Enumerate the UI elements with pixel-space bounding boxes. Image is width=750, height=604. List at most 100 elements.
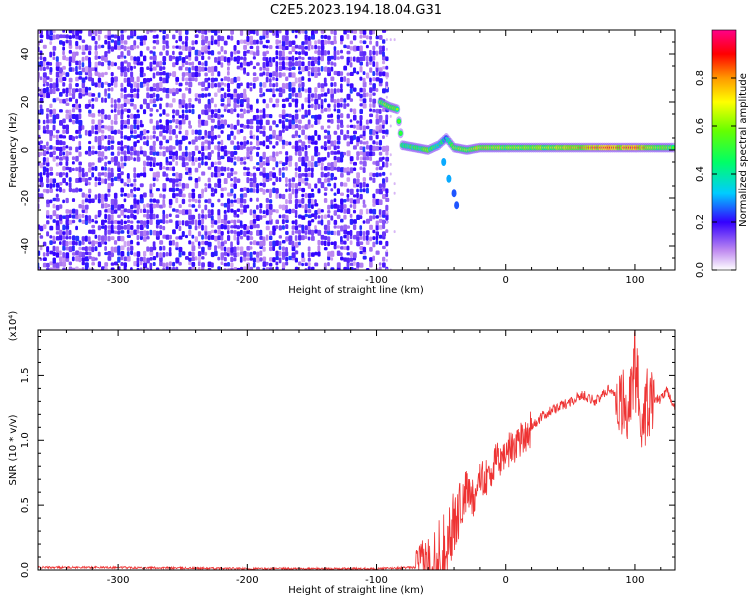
spectrogram-cell: [155, 188, 160, 192]
spectrogram-cell: [194, 97, 198, 102]
spectrogram-cell: [217, 145, 221, 151]
spectrogram-cell: [275, 134, 280, 140]
spectrogram-cell: [220, 235, 224, 241]
spectrogram-cell: [281, 60, 285, 67]
spectrogram-cell: [356, 214, 361, 221]
snr-x-tick-labels: -300 -200 -100 0 100: [107, 575, 645, 586]
spectrogram-cell: [165, 87, 170, 94]
spectrogram-cell: [265, 135, 270, 142]
spectrogram-cell: [46, 129, 50, 134]
spectrogram-cell: [256, 266, 260, 270]
spectrogram-cell: [62, 129, 66, 134]
spectrogram-cell: [359, 50, 364, 57]
spectrogram-cell: [291, 87, 296, 93]
spectrogram-cell: [49, 183, 53, 189]
spectrogram-cell: [220, 35, 225, 42]
spectrogram-cell: [333, 241, 337, 246]
spectrogram-cell: [94, 136, 98, 143]
spectrogram-cell: [454, 201, 460, 210]
spectrogram-cell: [201, 246, 205, 253]
spectrogram-cell: [382, 219, 386, 226]
spectrogram-cell: [194, 208, 198, 212]
spectrogram-cell: [168, 234, 172, 240]
spectrogram-cell: [307, 246, 311, 252]
spectrogram-cell: [65, 87, 69, 94]
spectrogram-cell: [369, 129, 374, 135]
spectrogram-cell: [159, 103, 162, 110]
spectrogram-cell: [288, 178, 292, 183]
spectrogram-cell: [130, 230, 134, 236]
spectrogram-cell: [117, 161, 120, 168]
spectrogram-cell: [301, 235, 305, 241]
spectrogram-cell: [262, 261, 267, 267]
spectrogram-cell: [281, 72, 286, 77]
spectrogram-cell: [107, 208, 112, 213]
spectrogram-cell: [152, 162, 156, 168]
spectrogram-cell: [369, 103, 372, 108]
spectrogram-cell: [259, 208, 262, 214]
spectrogram-cell: [317, 49, 321, 56]
x-tick-label: -300: [107, 275, 130, 286]
spectrogram-cell: [243, 230, 247, 237]
spectrogram-cell: [281, 239, 286, 244]
spectrogram-cell: [175, 257, 180, 264]
spectrogram-cell: [385, 197, 390, 203]
spectrogram-cell: [362, 55, 366, 62]
spectrogram-cell: [268, 209, 273, 216]
spectrogram-cell: [146, 161, 150, 167]
spectrogram-cell: [307, 119, 311, 125]
spectrogram-cell: [130, 71, 134, 78]
spectrogram-cell: [165, 266, 169, 270]
spectrogram-cell: [340, 55, 344, 60]
spectrogram-cell: [204, 67, 208, 72]
spectrogram-cell: [336, 245, 340, 249]
spectrogram-cell: [262, 30, 266, 36]
spectrogram-cell: [259, 125, 263, 130]
spectrogram-cell: [268, 188, 273, 194]
spectrogram-cell: [207, 77, 211, 81]
spectrogram-cell: [340, 204, 344, 210]
spectrogram-cell: [101, 145, 105, 150]
spectrogram-cell: [120, 123, 124, 130]
spectrogram-cell: [352, 194, 357, 198]
spectrogram-cell: [207, 107, 212, 113]
spectrogram-cell: [256, 167, 261, 172]
spectrogram-cell: [168, 88, 173, 94]
spectrogram-cell: [236, 119, 240, 126]
spectrogram-cell: [243, 124, 247, 129]
spectrogram-cell: [162, 109, 166, 115]
spectrogram-cell: [349, 167, 354, 174]
spectrogram-cell: [217, 114, 221, 120]
spectrogram-cell: [265, 45, 269, 49]
spectrogram-cell: [352, 114, 357, 121]
spectrogram-cell: [382, 45, 385, 52]
spectrogram-cell: [71, 108, 76, 113]
spectrogram-cell: [359, 34, 363, 39]
spectrogram-cell: [220, 55, 225, 61]
spectrogram-cell: [123, 40, 128, 45]
spectrogram-cell: [162, 213, 166, 220]
spectrogram-cell: [97, 55, 101, 60]
spectrogram-cell: [68, 235, 72, 240]
spectrogram-cell: [372, 198, 377, 204]
spectrogram-cell: [268, 155, 273, 161]
spectrogram-cell: [197, 231, 202, 237]
spectrogram-cell: [281, 40, 286, 47]
spectrogram-cell: [230, 241, 233, 248]
spectrogram-cell: [233, 224, 238, 229]
spectrogram-cell: [123, 97, 128, 103]
spectrogram-cell: [265, 50, 270, 55]
spectrogram-cell: [340, 157, 344, 163]
spectrogram-cell: [233, 209, 237, 215]
spectrogram-cell: [288, 193, 292, 200]
spectrogram-cell: [236, 82, 241, 89]
spectrogram-cell: [226, 235, 231, 241]
spectrogram-cell: [298, 134, 301, 138]
spectrogram-cell: [233, 50, 237, 55]
spectrogram-cell: [155, 203, 160, 208]
spectrogram-cell: [281, 35, 286, 42]
spectrogram-cell: [359, 188, 363, 193]
spectrogram-cell: [104, 34, 109, 39]
spectrogram-cell: [343, 266, 348, 270]
spectrogram-cell: [178, 246, 183, 253]
